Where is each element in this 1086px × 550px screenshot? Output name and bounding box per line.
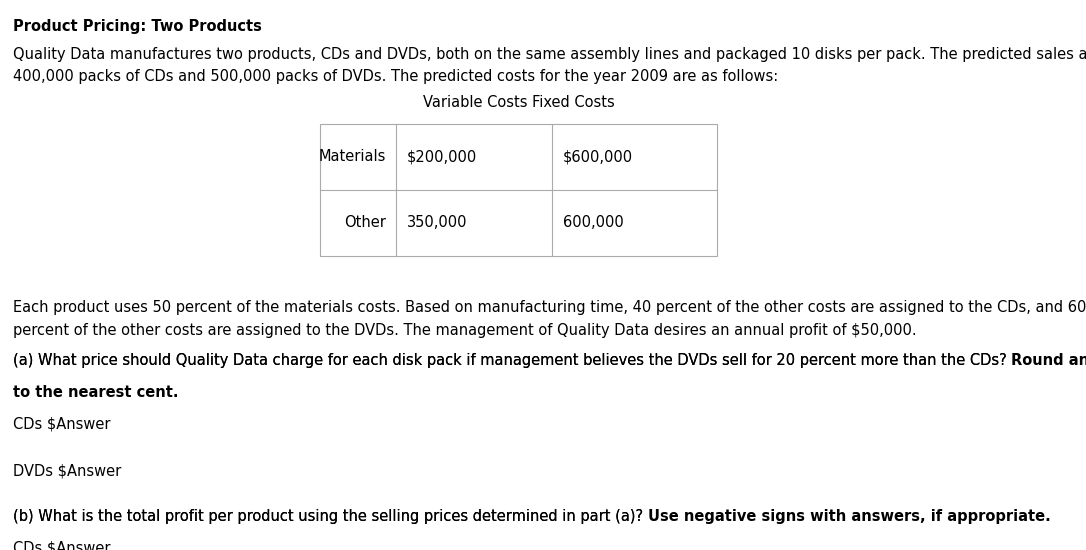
Text: Variable Costs Fixed Costs: Variable Costs Fixed Costs xyxy=(424,95,615,110)
Text: DVDs $Answer: DVDs $Answer xyxy=(13,464,122,478)
Text: (a) What price should Quality Data charge for each disk pack if management belie: (a) What price should Quality Data charg… xyxy=(13,353,1011,368)
Text: Product Pricing: Two Products: Product Pricing: Two Products xyxy=(13,19,262,34)
Text: 400,000 packs of CDs and 500,000 packs of DVDs. The predicted costs for the year: 400,000 packs of CDs and 500,000 packs o… xyxy=(13,69,779,84)
Text: 350,000: 350,000 xyxy=(407,215,468,230)
Text: Use negative signs with answers, if appropriate.: Use negative signs with answers, if appr… xyxy=(647,509,1050,524)
Text: $600,000: $600,000 xyxy=(563,149,633,164)
FancyBboxPatch shape xyxy=(320,124,717,256)
Text: to the nearest cent.: to the nearest cent. xyxy=(13,385,178,400)
Text: (a) What price should Quality Data charge for each disk pack if management belie: (a) What price should Quality Data charg… xyxy=(13,353,1011,368)
Text: (b) What is the total profit per product using the selling prices determined in : (b) What is the total profit per product… xyxy=(13,509,647,524)
Text: Quality Data manufactures two products, CDs and DVDs, both on the same assembly : Quality Data manufactures two products, … xyxy=(13,47,1086,62)
Text: percent of the other costs are assigned to the DVDs. The management of Quality D: percent of the other costs are assigned … xyxy=(13,323,917,338)
Text: (b) What is the total profit per product using the selling prices determined in : (b) What is the total profit per product… xyxy=(13,509,647,524)
Text: Round answers: Round answers xyxy=(1011,353,1086,368)
Text: 600,000: 600,000 xyxy=(563,215,623,230)
Text: CDs $Answer: CDs $Answer xyxy=(13,417,111,432)
Text: Other: Other xyxy=(343,215,386,230)
Text: Materials: Materials xyxy=(318,149,386,164)
Text: $200,000: $200,000 xyxy=(407,149,478,164)
Text: CDs $Answer: CDs $Answer xyxy=(13,541,111,550)
Text: Each product uses 50 percent of the materials costs. Based on manufacturing time: Each product uses 50 percent of the mate… xyxy=(13,300,1086,315)
